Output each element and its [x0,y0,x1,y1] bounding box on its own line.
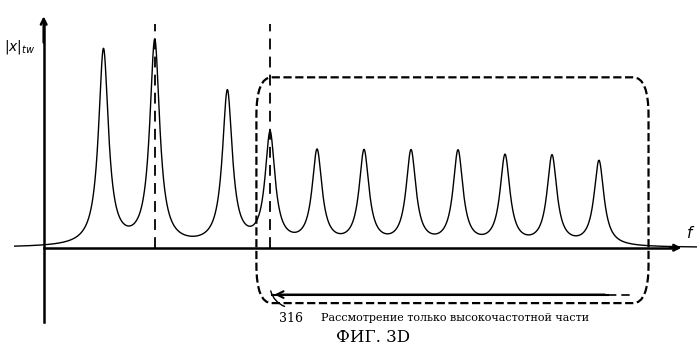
Text: ФИГ. 3D: ФИГ. 3D [335,329,410,346]
Text: Рассмотрение только высокочастотной части: Рассмотрение только высокочастотной част… [321,313,589,323]
Text: $f$: $f$ [686,225,695,241]
Text: $|x|_{tw}$: $|x|_{tw}$ [4,38,36,56]
Text: 316: 316 [279,312,302,325]
